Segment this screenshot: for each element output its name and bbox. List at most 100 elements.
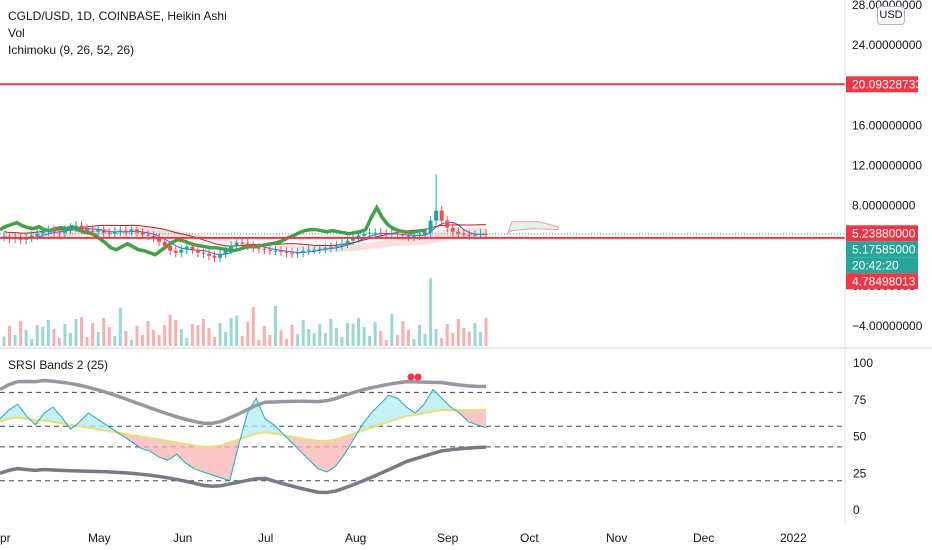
candle-body <box>461 233 466 235</box>
price-badge-label: 5.23880000 <box>852 226 916 240</box>
volume-bar <box>118 307 122 346</box>
candle-body <box>62 229 67 233</box>
time-axis-label: May <box>88 531 111 545</box>
volume-bar <box>456 319 460 346</box>
srsi-main-line <box>0 388 487 482</box>
volume-bar <box>107 327 111 346</box>
ichimoku-legend[interactable]: Ichimoku (9, 26, 52, 26) <box>8 43 135 57</box>
candle-body <box>434 210 439 221</box>
candle-body <box>290 252 295 254</box>
candle-body <box>334 245 339 247</box>
candle-body <box>57 231 62 233</box>
volume-bar <box>373 322 377 346</box>
candle-body <box>96 229 101 232</box>
candle-body <box>445 220 450 228</box>
volume-bar <box>157 334 161 346</box>
volume-bar <box>141 335 145 346</box>
oscillator-axis: 100 75 50 25 0 <box>853 356 873 517</box>
candle-body <box>234 242 239 246</box>
volume-bar <box>196 325 200 346</box>
volume-bar <box>340 337 344 346</box>
price-tick-label: −4.00000000 <box>852 319 923 333</box>
candle-body <box>118 230 123 232</box>
volume-bar <box>390 314 394 346</box>
candle-body <box>411 235 416 237</box>
volume-bar <box>345 323 349 346</box>
ichimoku-lagging-span <box>0 203 427 257</box>
candle-body <box>146 234 151 236</box>
price-tick-label: 16.00000000 <box>852 118 922 132</box>
currency-button[interactable]: USD <box>877 6 905 25</box>
price-tick-label: 24.00000000 <box>852 38 922 52</box>
price-badge-label: 4.78498013 <box>852 274 916 288</box>
volume-bar <box>440 338 444 346</box>
volume-bar <box>279 330 283 346</box>
candle-body <box>351 238 356 241</box>
candle-body <box>373 232 378 234</box>
volume-bar <box>63 324 67 346</box>
volume-bar <box>401 321 405 346</box>
volume-bar <box>229 318 233 346</box>
oscillator-tick-label: 100 <box>853 356 873 370</box>
volume-bar <box>362 327 366 346</box>
candle-body <box>206 253 211 256</box>
price-badge <box>846 225 918 242</box>
candle-body <box>140 232 145 235</box>
time-axis-label: 2022 <box>780 531 807 545</box>
time-axis-label: Sep <box>437 531 459 545</box>
symbol-title[interactable]: CGLD/USD, 1D, COINBASE, Heikin Ashi <box>8 9 227 23</box>
candle-body <box>345 240 350 244</box>
price-pane[interactable] <box>0 83 845 346</box>
volume-bar <box>445 324 449 346</box>
volume-legend[interactable]: Vol <box>8 26 25 40</box>
time-axis: pr May Jun Jul Aug Sep Oct Nov Dec 2022 <box>0 531 807 545</box>
volume-bar <box>201 319 205 346</box>
candle-body <box>195 249 200 253</box>
volume-bar <box>52 329 56 346</box>
candle-body <box>417 234 422 236</box>
time-axis-label: Dec <box>693 531 714 545</box>
volume-bar <box>290 325 294 346</box>
volume-bar <box>30 339 34 346</box>
volume-bar <box>451 333 455 346</box>
candle-body <box>157 237 162 242</box>
volume-bar <box>296 334 300 346</box>
ichimoku-cloud <box>4 227 486 252</box>
volume-bar <box>384 340 388 346</box>
price-badge-label: 5.17585000 <box>852 242 916 256</box>
volume-bar <box>285 339 289 346</box>
volume-bar <box>379 331 383 346</box>
volume-bar <box>473 323 477 346</box>
time-axis-label: pr <box>0 531 11 545</box>
candle-body <box>406 235 411 237</box>
candle-body <box>229 245 234 250</box>
candle-body <box>79 225 84 229</box>
candle-body <box>212 255 217 258</box>
volume-bar <box>412 339 416 346</box>
candle-body <box>456 231 461 234</box>
candle-body <box>267 249 272 251</box>
candle-body <box>46 229 51 232</box>
volume-bar <box>462 328 466 346</box>
time-axis-label: Oct <box>520 531 539 545</box>
oscillator-tick-label: 75 <box>853 393 867 407</box>
candle-body <box>389 233 394 235</box>
candle-body <box>179 249 184 253</box>
candle-body <box>112 231 117 234</box>
price-badge <box>846 76 918 93</box>
volume-bar <box>213 337 217 346</box>
volume-bar <box>85 337 89 346</box>
volume-bar <box>467 331 471 346</box>
oscillator-pane[interactable] <box>0 373 845 495</box>
srsi-legend[interactable]: SRSI Bands 2 (25) <box>8 358 109 372</box>
candle-body <box>90 230 95 232</box>
volume-bar <box>224 332 228 346</box>
candle-body <box>256 247 261 249</box>
candle-body <box>68 227 73 230</box>
candle-body <box>240 242 245 244</box>
volume-bar <box>46 320 50 346</box>
volume-bar <box>235 315 239 346</box>
price-badges: 20.09328733 5.23880000 5.17585000 20:42:20 4… <box>846 76 922 290</box>
volume-bar <box>24 330 28 346</box>
